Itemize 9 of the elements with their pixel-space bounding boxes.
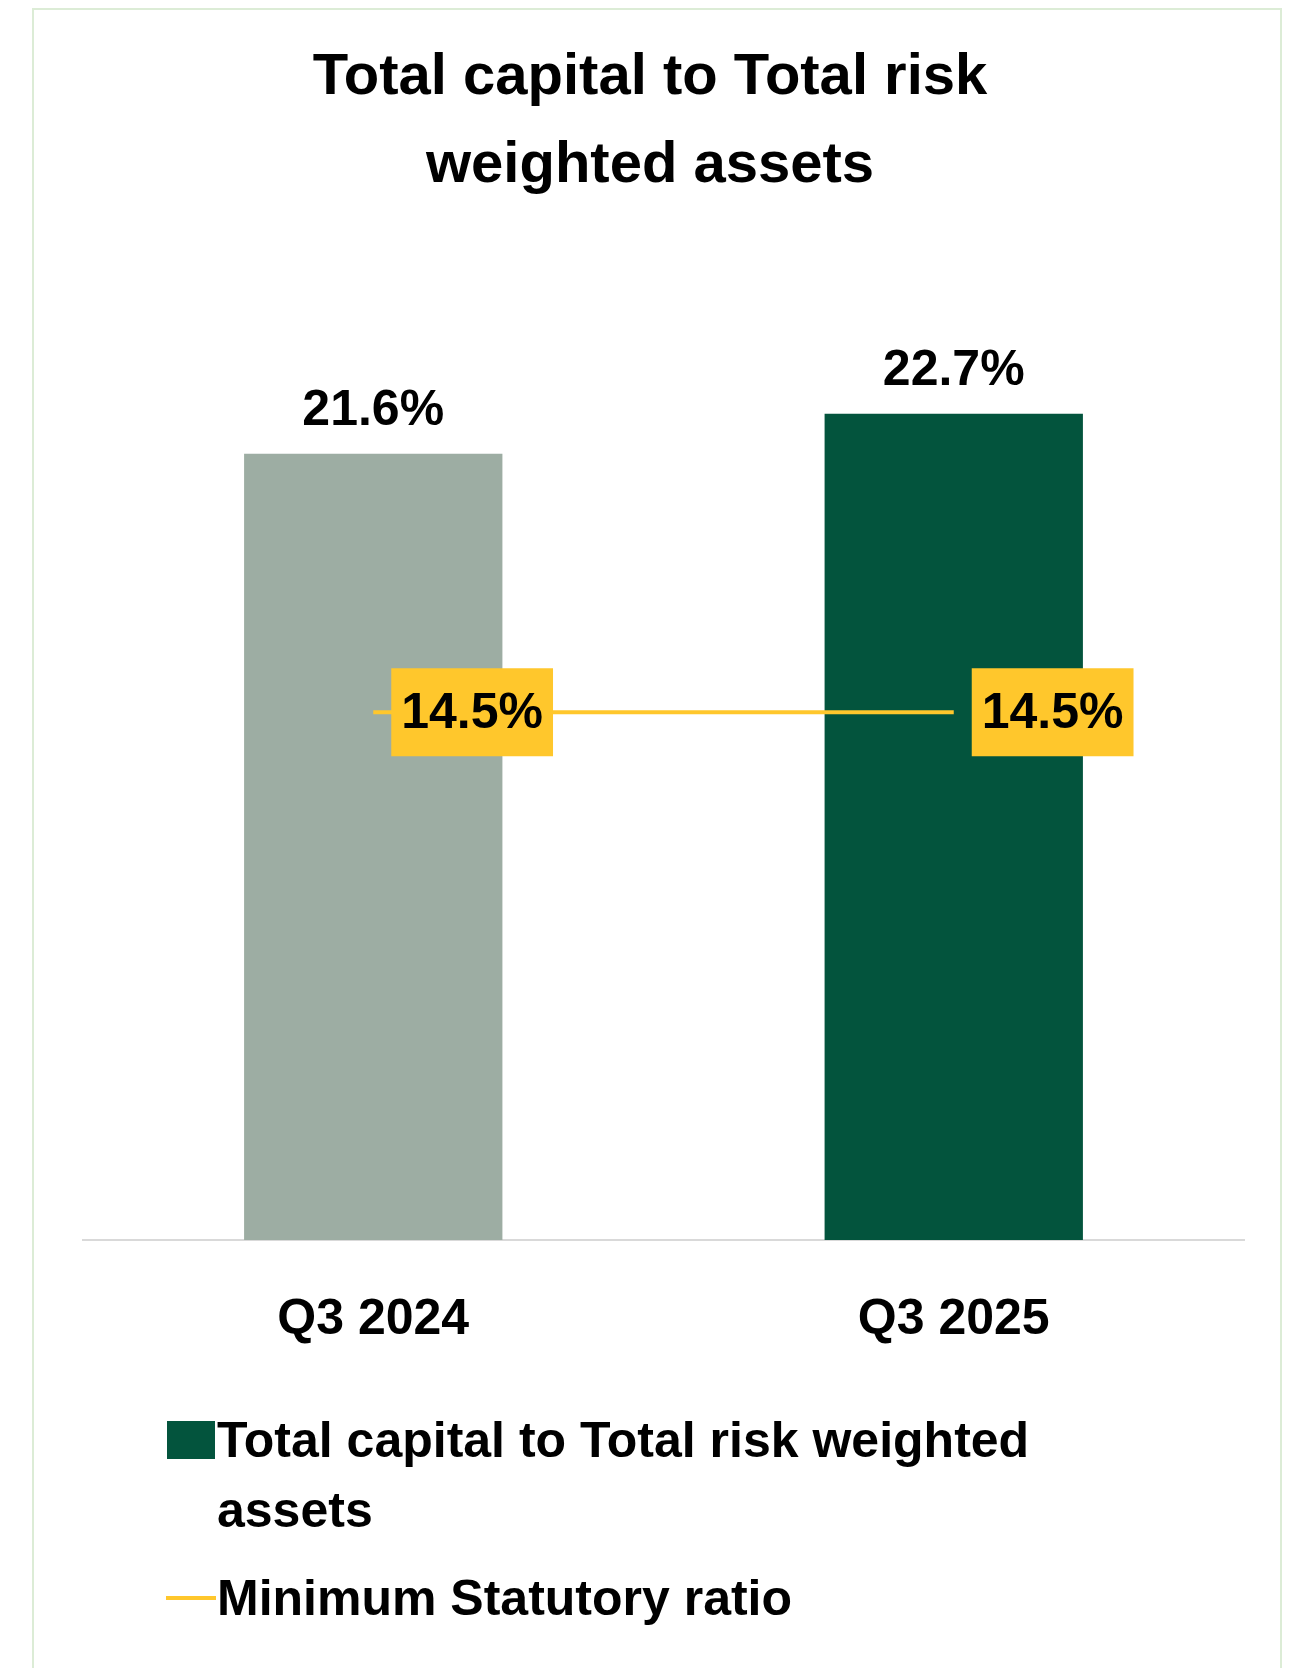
legend-label: Total capital to Total risk weighted assets <box>217 1411 1031 1540</box>
data-label: 22.7% <box>882 339 1025 396</box>
data-label: 21.6% <box>302 379 445 436</box>
chart-title: Total capital to Total risk weighted assets <box>311 40 989 196</box>
data-label: 14.5% <box>981 682 1124 739</box>
x-tick-label: Q3 2024 <box>277 1288 470 1345</box>
x-tick-label: Q3 2025 <box>857 1288 1050 1345</box>
data-label: 14.5% <box>401 682 544 739</box>
legend-label: Minimum Statutory ratio <box>217 1569 793 1628</box>
